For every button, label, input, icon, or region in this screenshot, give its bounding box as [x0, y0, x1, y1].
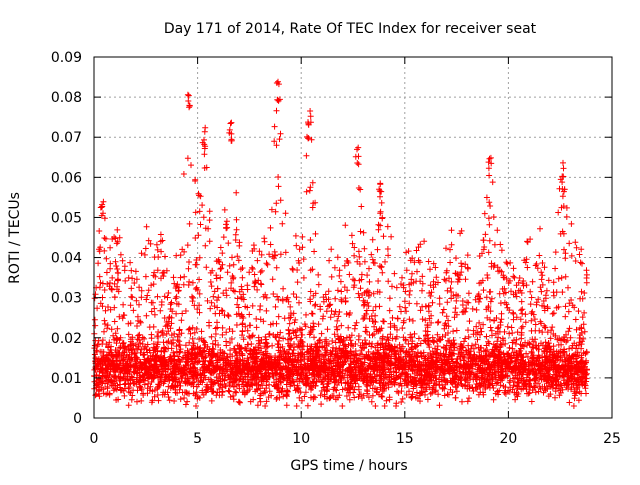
x-axis-label: GPS time / hours — [290, 458, 407, 474]
x-tick-label: 0 — [90, 431, 99, 447]
y-tick-label: 0.07 — [51, 130, 82, 146]
y-tick-label: 0.05 — [51, 210, 82, 226]
plot-area-frame — [93, 56, 613, 419]
y-tick-label: 0.01 — [51, 371, 82, 387]
chart-title: Day 171 of 2014, Rate Of TEC Index for r… — [164, 21, 537, 37]
y-tick-label: 0.08 — [51, 90, 82, 106]
y-tick-label: 0.04 — [51, 251, 82, 267]
y-tick-label: 0.02 — [51, 331, 82, 347]
x-tick-label: 15 — [396, 431, 414, 447]
x-tick-label: 25 — [603, 431, 621, 447]
data-points — [91, 78, 590, 409]
y-tick-label: 0.06 — [51, 170, 82, 186]
y-tick-label: 0 — [73, 411, 82, 427]
axis-ticks: 0 0.01 0.02 0.03 0.04 0.05 0.06 0.07 0.08 0.09 0 5 1… — [51, 50, 621, 447]
x-tick-label: 10 — [292, 431, 310, 447]
y-tick-label: 0.09 — [51, 50, 82, 66]
x-tick-label: 20 — [499, 431, 517, 447]
x-tick-label: 5 — [193, 431, 202, 447]
roti-point-markers — [91, 78, 590, 409]
y-axis-label: ROTI / TECUs — [7, 192, 23, 284]
y-tick-label: 0.03 — [51, 291, 82, 307]
